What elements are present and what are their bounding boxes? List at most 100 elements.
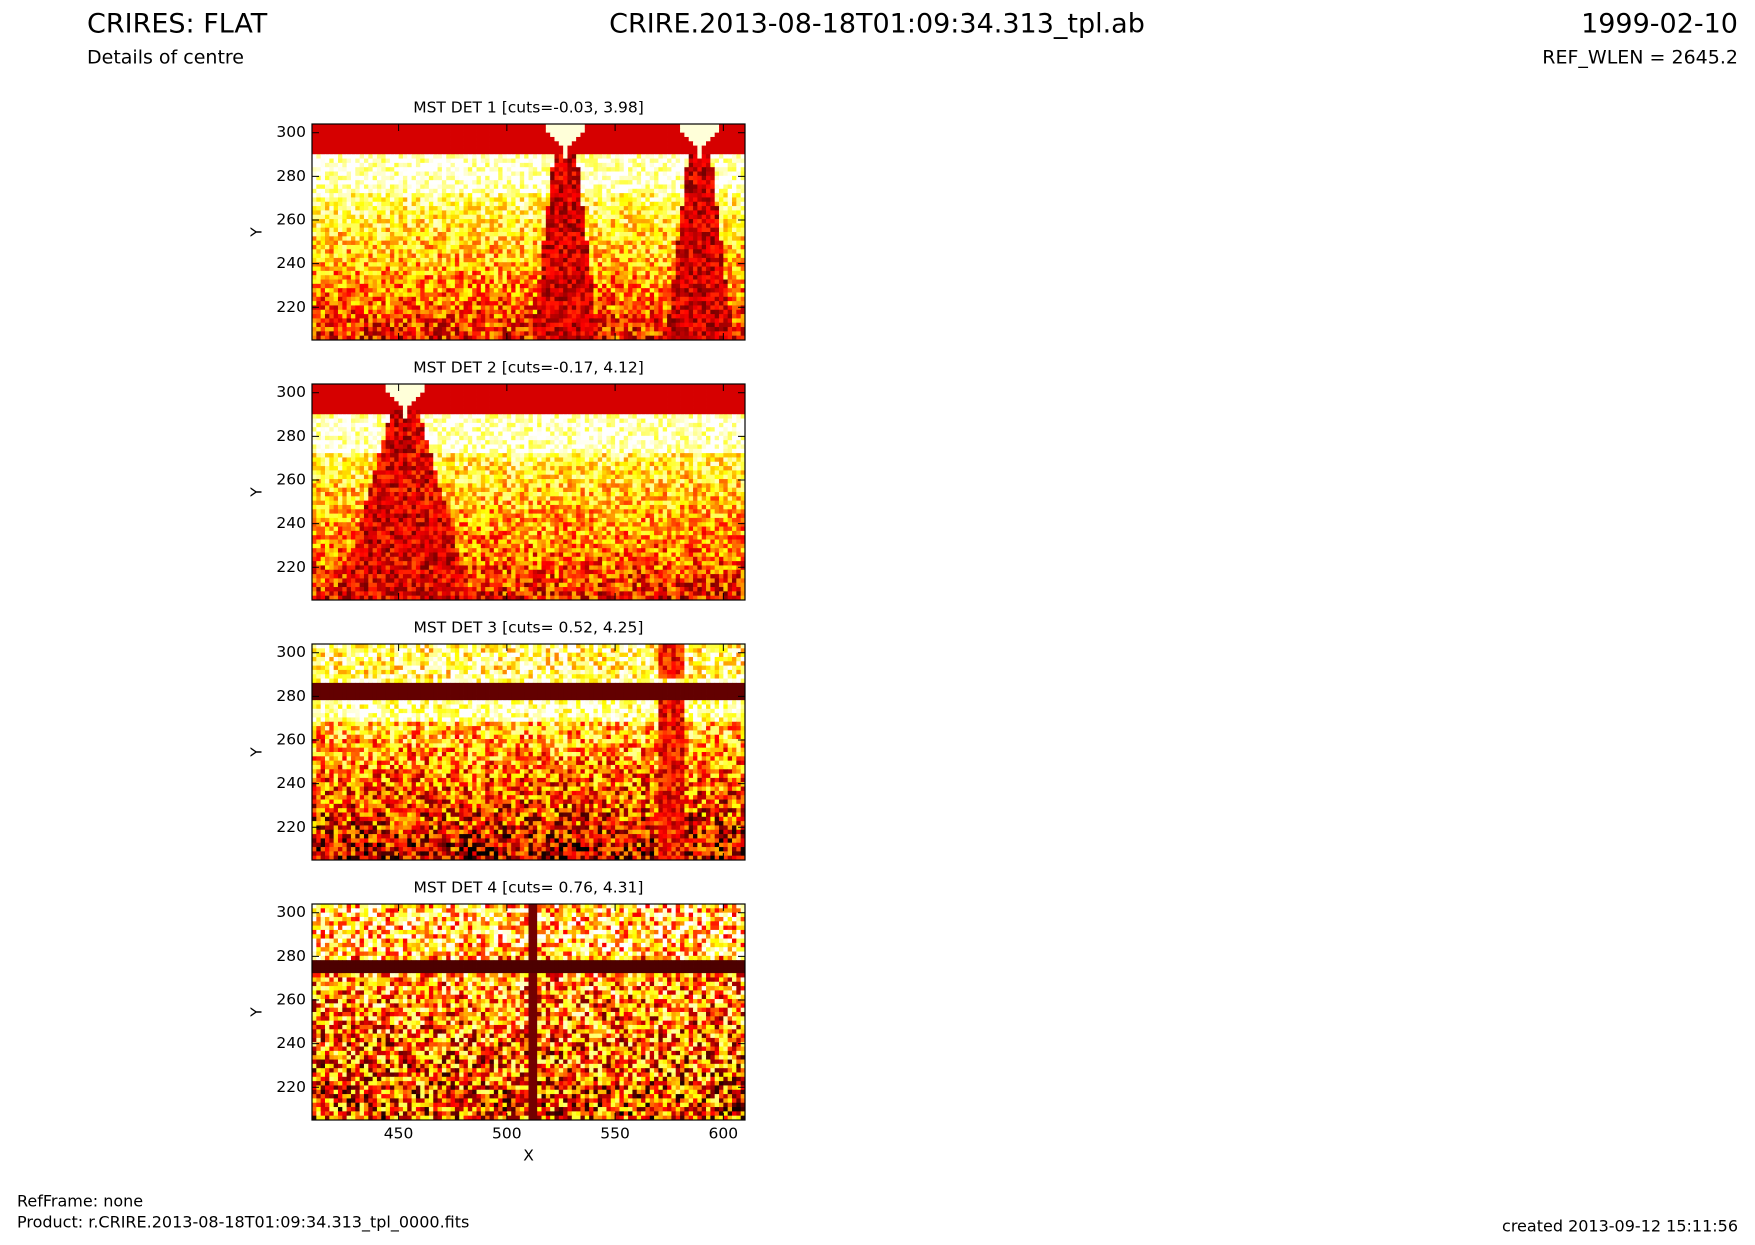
- heatmap-cell: [593, 141, 599, 146]
- heatmap-cell: [537, 279, 542, 285]
- heatmap-cell: [740, 145, 746, 151]
- heatmap-cell: [723, 188, 729, 194]
- heatmap-cell: [697, 136, 703, 142]
- heatmap-cell: [498, 232, 503, 237]
- heatmap-cell: [571, 193, 577, 198]
- heatmap-cell: [645, 184, 651, 190]
- heatmap-cell: [658, 124, 664, 129]
- heatmap-cell: [350, 219, 356, 224]
- heatmap-cell: [719, 292, 724, 298]
- heatmap-cell: [684, 136, 690, 142]
- heatmap-cell: [519, 227, 525, 233]
- heatmap-cell: [372, 171, 378, 177]
- heatmap-cell: [407, 322, 412, 328]
- heatmap-cell: [632, 210, 638, 216]
- heatmap-cell: [519, 305, 525, 311]
- heatmap-cell: [684, 331, 690, 337]
- heatmap-cell: [463, 318, 469, 324]
- heatmap-cell: [506, 244, 512, 250]
- heatmap-cell: [511, 266, 516, 272]
- heatmap-cell: [316, 193, 322, 198]
- heatmap-cell: [693, 145, 698, 151]
- heatmap-cell: [346, 292, 352, 298]
- heatmap-cell: [602, 167, 607, 172]
- heatmap-cell: [632, 318, 638, 324]
- heatmap-cell: [476, 296, 482, 302]
- heatmap-cell: [649, 206, 655, 211]
- heatmap-cell: [632, 305, 638, 311]
- heatmap-cell: [489, 318, 495, 324]
- heatmap-cell: [714, 331, 720, 337]
- heatmap-cell: [372, 236, 378, 242]
- heatmap-cell: [693, 219, 698, 224]
- heatmap-cell: [454, 314, 460, 319]
- heatmap-cell: [312, 184, 317, 190]
- heatmap-cell: [333, 132, 339, 138]
- heatmap-cell: [329, 253, 335, 259]
- heatmap-cell: [610, 223, 616, 229]
- heatmap-cell: [476, 331, 482, 337]
- heatmap-cell: [320, 219, 326, 224]
- heatmap-cell: [467, 158, 473, 164]
- heatmap-cell: [312, 257, 317, 263]
- heatmap-cell: [576, 305, 581, 311]
- heatmap-cell: [654, 206, 659, 211]
- heatmap-cell: [346, 210, 352, 216]
- heatmap-cell: [428, 244, 434, 250]
- heatmap-cell: [662, 266, 668, 272]
- heatmap-cell: [359, 158, 365, 164]
- heatmap-cell: [376, 124, 382, 129]
- heatmap-cell: [381, 288, 387, 293]
- heatmap-cell: [693, 175, 698, 181]
- heatmap-cell: [736, 184, 742, 190]
- heatmap-cell: [472, 136, 477, 142]
- heatmap-cell: [316, 167, 322, 172]
- heatmap-cell: [480, 223, 486, 229]
- heatmap-cell: [441, 279, 447, 285]
- heatmap-cell: [368, 236, 374, 242]
- heatmap-cell: [589, 175, 594, 181]
- heatmap-cell: [615, 171, 620, 177]
- heatmap-cell: [532, 184, 538, 190]
- heatmap-cell: [558, 253, 564, 259]
- heatmap-cell: [463, 197, 469, 203]
- heatmap-cell: [398, 279, 404, 285]
- heatmap-cell: [368, 171, 374, 177]
- heatmap-cell: [485, 145, 490, 151]
- heatmap-cell: [519, 171, 525, 177]
- heatmap-cell: [363, 292, 369, 298]
- heatmap-cell: [632, 327, 638, 332]
- heatmap-cell: [558, 188, 564, 194]
- heatmap-cell: [636, 331, 642, 337]
- heatmap-cell: [658, 223, 664, 229]
- heatmap-cell: [511, 219, 516, 224]
- heatmap-cell: [688, 292, 694, 298]
- heatmap-cell: [602, 244, 607, 250]
- heatmap-cell: [420, 206, 425, 211]
- heatmap-cell: [589, 257, 594, 263]
- heatmap-cell: [654, 158, 659, 164]
- heatmap-cell: [550, 327, 555, 332]
- heatmap-cell: [519, 232, 525, 237]
- heatmap-cell: [342, 296, 348, 302]
- heatmap-cell: [662, 141, 668, 146]
- heatmap-cell: [524, 171, 529, 177]
- heatmap-cell: [710, 244, 716, 250]
- heatmap-cell: [706, 132, 711, 138]
- heatmap-cell: [563, 180, 568, 185]
- heatmap-cell: [346, 184, 352, 190]
- heatmap-cell: [398, 249, 404, 254]
- heatmap-cell: [329, 136, 335, 142]
- heatmap-cell: [320, 240, 326, 246]
- heatmap-cell: [554, 305, 560, 311]
- heatmap-cell: [580, 175, 586, 181]
- heatmap-cell: [571, 188, 577, 194]
- heatmap-cell: [394, 167, 399, 172]
- heatmap-cell: [602, 206, 607, 211]
- heatmap-cell: [402, 214, 408, 220]
- heatmap-cell: [493, 253, 499, 259]
- heatmap-cell: [719, 322, 724, 328]
- heatmap-cell: [576, 167, 581, 172]
- heatmap-cell: [710, 232, 716, 237]
- heatmap-cell: [498, 275, 503, 280]
